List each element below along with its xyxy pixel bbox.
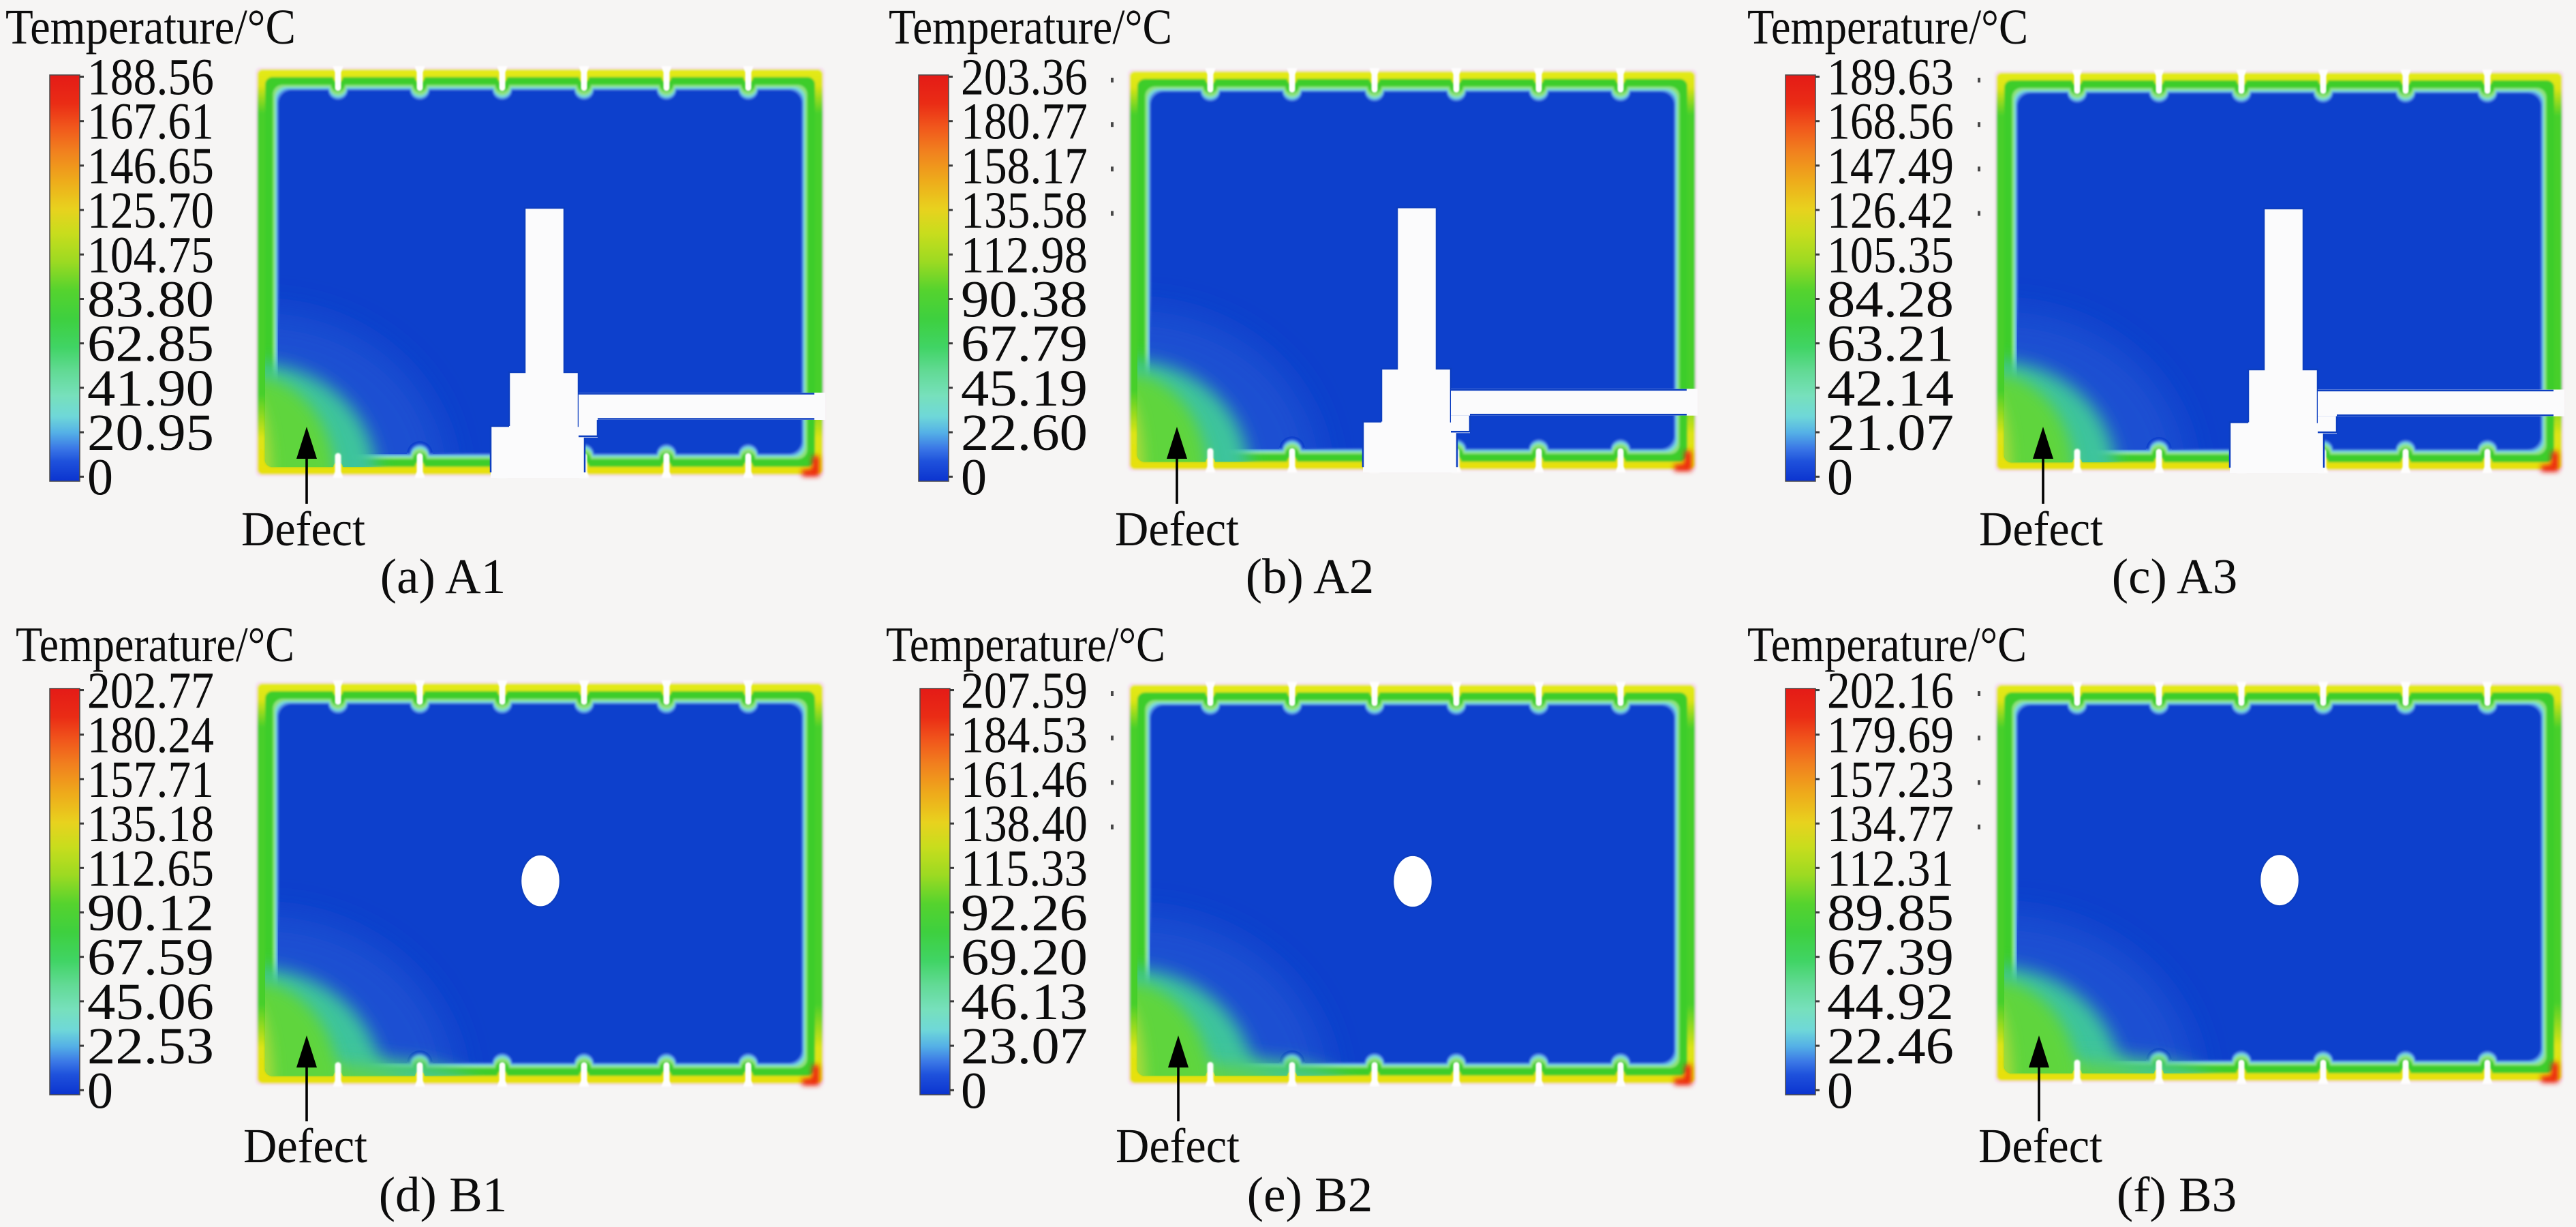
svg-text:180.77: 180.77 (961, 93, 1088, 151)
svg-text:105.35: 105.35 (1827, 226, 1954, 284)
svg-text:83.80: 83.80 (87, 271, 214, 329)
svg-text:180.24: 180.24 (87, 707, 214, 764)
svg-text:Temperature/°C: Temperature/°C (1747, 0, 2028, 55)
svg-text:22.53: 22.53 (87, 1018, 214, 1075)
svg-text:Defect: Defect (241, 502, 365, 556)
svg-text:112.65: 112.65 (87, 840, 214, 897)
svg-text:125.70: 125.70 (87, 182, 214, 239)
svg-text:104.75: 104.75 (87, 226, 214, 284)
svg-text:90.12: 90.12 (87, 885, 214, 942)
svg-text:44.92: 44.92 (1827, 973, 1954, 1031)
svg-text:42.14: 42.14 (1827, 360, 1954, 417)
svg-text:189.63: 189.63 (1827, 49, 1954, 106)
svg-text:(e) B2: (e) B2 (1247, 1167, 1373, 1222)
svg-text:92.26: 92.26 (961, 885, 1088, 942)
svg-text:134.77: 134.77 (1827, 796, 1954, 853)
svg-text:(a) A1: (a) A1 (380, 549, 506, 604)
svg-text:Defect: Defect (1979, 502, 2103, 556)
svg-text:135.58: 135.58 (961, 182, 1088, 239)
svg-text:69.20: 69.20 (961, 929, 1088, 986)
svg-text:46.13: 46.13 (961, 973, 1088, 1031)
svg-text:(b) A2: (b) A2 (1246, 549, 1375, 604)
svg-text:67.79: 67.79 (961, 316, 1088, 373)
svg-text:167.61: 167.61 (87, 93, 214, 151)
svg-text:(d) B1: (d) B1 (379, 1167, 508, 1222)
svg-text:0: 0 (1827, 1062, 1853, 1119)
svg-text:157.23: 157.23 (1827, 751, 1954, 808)
svg-text:157.71: 157.71 (87, 751, 214, 808)
svg-text:22.46: 22.46 (1827, 1018, 1954, 1075)
svg-text:202.16: 202.16 (1827, 663, 1954, 720)
svg-text:0: 0 (1827, 449, 1853, 506)
svg-text:45.19: 45.19 (961, 360, 1088, 417)
svg-text:138.40: 138.40 (961, 796, 1088, 853)
svg-text:Defect: Defect (1978, 1119, 2102, 1173)
svg-text:(f) B3: (f) B3 (2117, 1167, 2237, 1222)
svg-text:184.53: 184.53 (961, 707, 1088, 764)
svg-text:89.85: 89.85 (1827, 885, 1954, 942)
svg-text:Temperature/°C: Temperature/°C (5, 0, 296, 55)
svg-text:63.21: 63.21 (1827, 316, 1954, 373)
svg-text:188.56: 188.56 (87, 49, 214, 106)
svg-text:Defect: Defect (243, 1119, 367, 1173)
svg-text:203.36: 203.36 (961, 49, 1088, 106)
svg-text:(c) A3: (c) A3 (2112, 549, 2237, 604)
svg-text:62.85: 62.85 (87, 316, 214, 373)
svg-text:146.65: 146.65 (87, 138, 214, 195)
svg-text:Defect: Defect (1115, 502, 1239, 556)
svg-text:22.60: 22.60 (961, 404, 1088, 461)
svg-text:202.77: 202.77 (87, 663, 214, 720)
svg-text:23.07: 23.07 (961, 1018, 1088, 1075)
svg-text:161.46: 161.46 (961, 751, 1088, 808)
svg-text:20.95: 20.95 (87, 404, 214, 461)
svg-text:21.07: 21.07 (1827, 404, 1954, 461)
svg-text:0: 0 (87, 1062, 113, 1119)
svg-text:0: 0 (961, 1062, 987, 1119)
svg-text:84.28: 84.28 (1827, 271, 1954, 329)
svg-text:67.39: 67.39 (1827, 929, 1954, 986)
svg-text:Temperature/°C: Temperature/°C (886, 617, 1165, 672)
svg-text:168.56: 168.56 (1827, 93, 1954, 151)
svg-text:207.59: 207.59 (961, 663, 1088, 720)
svg-text:Defect: Defect (1116, 1119, 1240, 1173)
svg-text:41.90: 41.90 (87, 360, 214, 417)
svg-text:135.18: 135.18 (87, 796, 214, 853)
svg-text:Temperature/°C: Temperature/°C (1747, 617, 2027, 672)
svg-text:126.42: 126.42 (1827, 182, 1954, 239)
svg-text:112.98: 112.98 (961, 226, 1088, 284)
svg-text:67.59: 67.59 (87, 929, 214, 986)
svg-text:147.49: 147.49 (1827, 138, 1954, 195)
svg-text:0: 0 (961, 449, 987, 506)
svg-text:Temperature/°C: Temperature/°C (889, 0, 1172, 55)
svg-text:0: 0 (87, 449, 113, 506)
svg-text:115.33: 115.33 (961, 840, 1088, 897)
svg-text:Temperature/°C: Temperature/°C (16, 617, 294, 672)
svg-text:112.31: 112.31 (1827, 840, 1954, 897)
svg-text:179.69: 179.69 (1827, 707, 1954, 764)
svg-text:158.17: 158.17 (961, 138, 1088, 195)
svg-text:90.38: 90.38 (961, 271, 1088, 329)
svg-text:45.06: 45.06 (87, 973, 214, 1031)
